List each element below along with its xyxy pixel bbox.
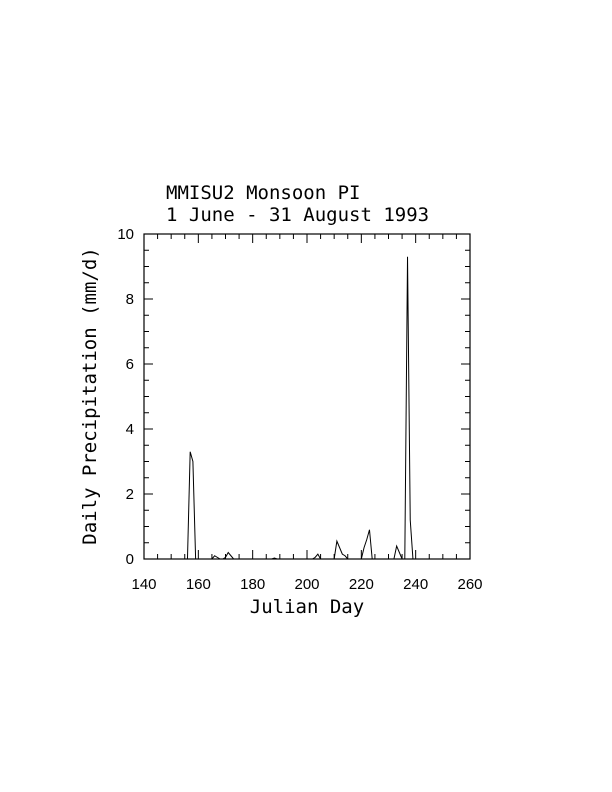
y-tick-labels: 0 2 4 6 8 10 xyxy=(117,226,134,568)
y-tick-label: 6 xyxy=(126,356,134,373)
y-tick-label: 0 xyxy=(126,551,134,568)
x-tick-label: 160 xyxy=(186,576,211,593)
y-tick-label: 2 xyxy=(126,486,134,503)
plot-frame xyxy=(143,233,471,560)
x-tick-label: 220 xyxy=(349,576,374,593)
x-tick-labels: 140 160 180 200 220 240 260 xyxy=(131,576,482,593)
x-tick-label: 260 xyxy=(457,576,482,593)
y-axis-label: Daily Precipitation (mm/d) xyxy=(79,247,101,544)
precipitation-series-line xyxy=(176,256,424,560)
x-tick-label: 140 xyxy=(131,576,156,593)
chart-title: MMISU2 Monsoon PI xyxy=(166,182,360,204)
y-tick-label: 8 xyxy=(126,291,134,308)
chart-subtitle: 1 June - 31 August 1993 xyxy=(166,204,429,226)
x-tick-label: 240 xyxy=(403,576,428,593)
y-tick-label: 4 xyxy=(126,421,134,438)
y-tick-label: 10 xyxy=(117,226,134,243)
x-tick-label: 180 xyxy=(240,576,265,593)
x-axis-label: Julian Day xyxy=(250,596,364,618)
x-tick-label: 200 xyxy=(294,576,319,593)
axis-ticks xyxy=(143,233,471,560)
